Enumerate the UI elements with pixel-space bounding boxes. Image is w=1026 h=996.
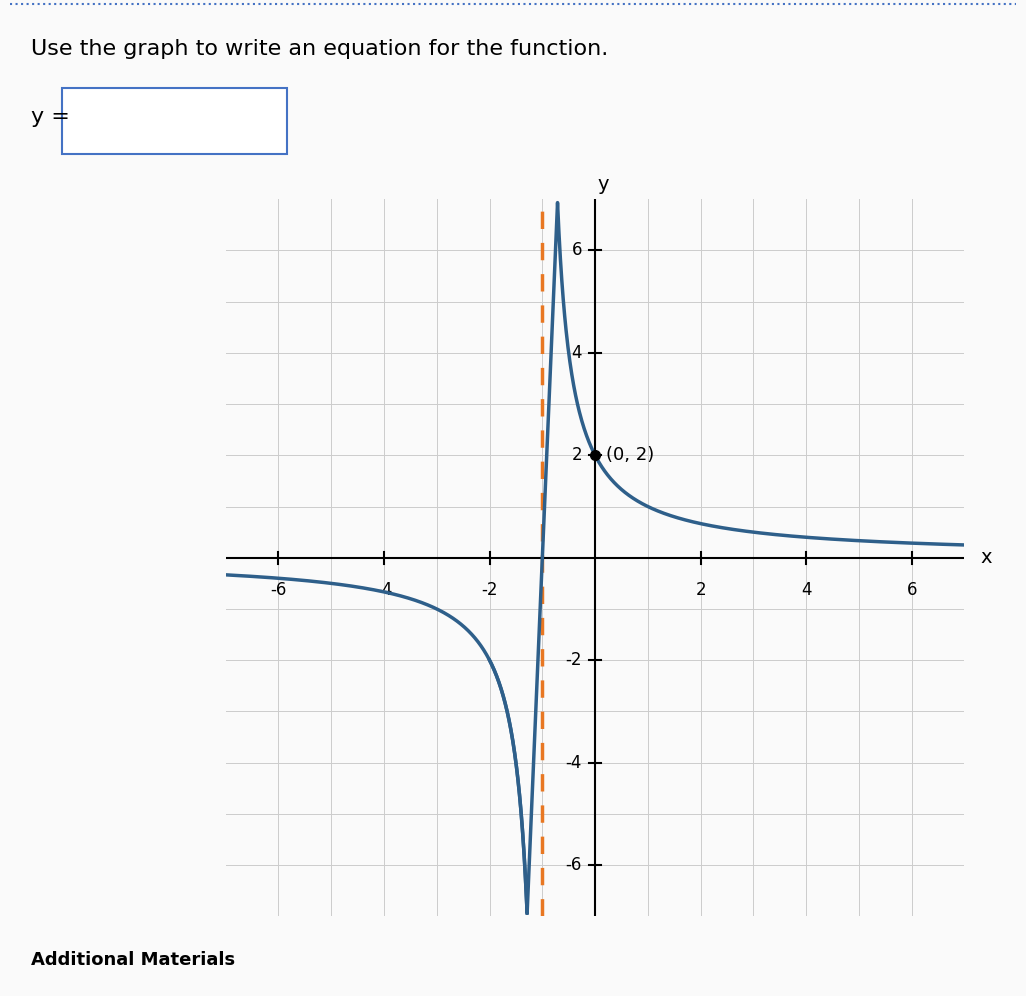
Text: -2: -2 [481, 581, 498, 599]
Text: -4: -4 [376, 581, 392, 599]
Text: 2: 2 [696, 581, 706, 599]
Text: 4: 4 [801, 581, 812, 599]
Text: 4: 4 [571, 344, 582, 362]
Text: Additional Materials: Additional Materials [31, 951, 235, 969]
Text: -6: -6 [270, 581, 286, 599]
FancyBboxPatch shape [62, 88, 287, 154]
Text: y =: y = [31, 107, 70, 126]
Text: -6: -6 [565, 857, 582, 874]
Text: x: x [980, 548, 992, 568]
Text: Use the graph to write an equation for the function.: Use the graph to write an equation for t… [31, 40, 608, 60]
Text: -4: -4 [565, 754, 582, 772]
Text: 6: 6 [906, 581, 917, 599]
Text: y: y [597, 175, 608, 194]
Text: 6: 6 [571, 241, 582, 259]
Text: 2: 2 [571, 446, 582, 464]
Text: (0, 2): (0, 2) [605, 446, 654, 464]
Text: -2: -2 [565, 651, 582, 669]
